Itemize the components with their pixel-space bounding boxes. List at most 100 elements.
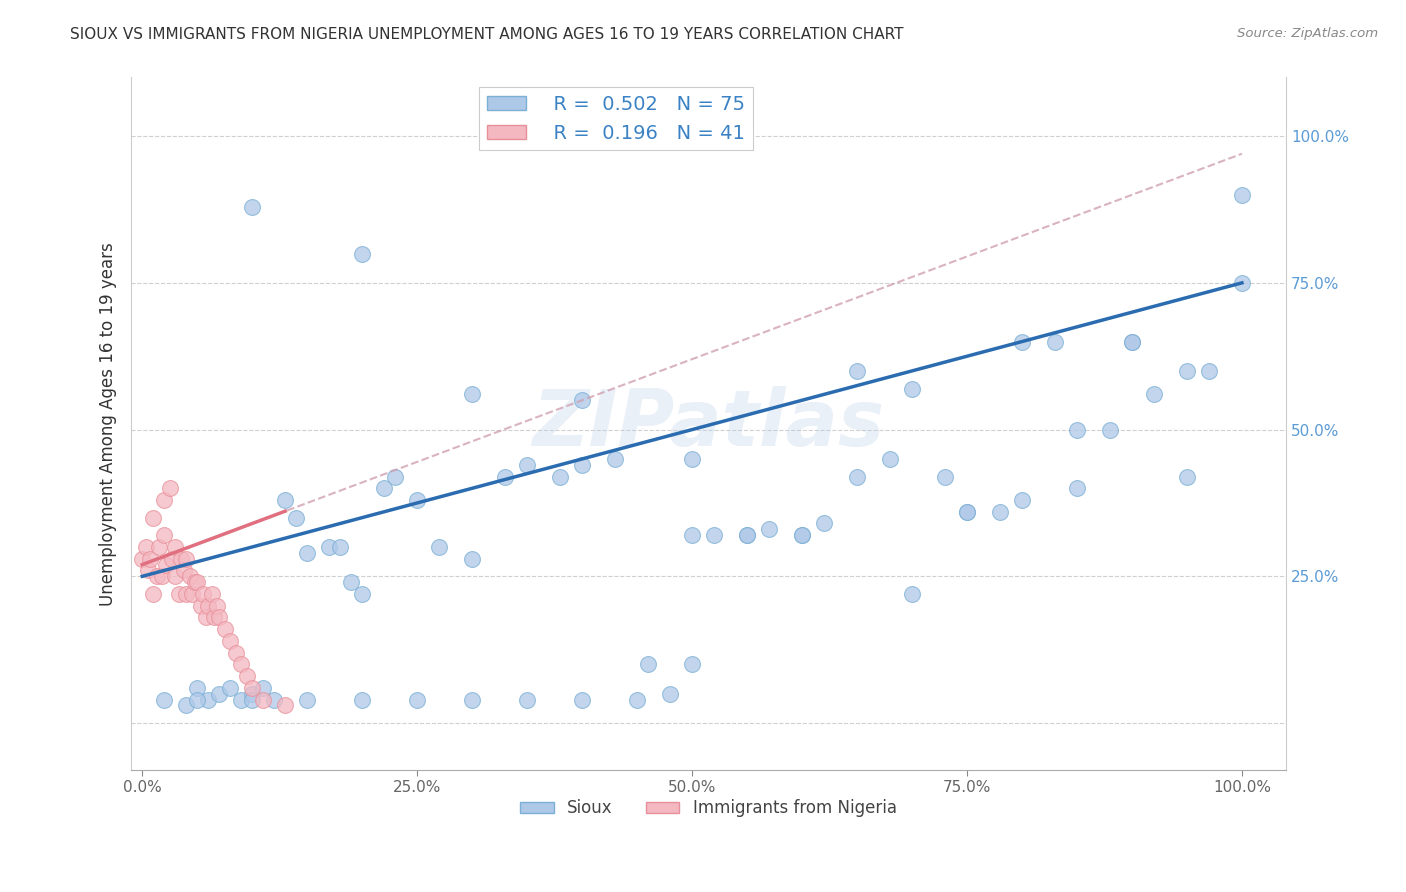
- Point: [214, 622, 236, 636]
- Point: [208, 687, 231, 701]
- Point: [235, 669, 257, 683]
- Point: [1175, 364, 1198, 378]
- Point: [174, 551, 197, 566]
- Point: [681, 451, 703, 466]
- Point: [790, 528, 813, 542]
- Text: Source: ZipAtlas.com: Source: ZipAtlas.com: [1237, 27, 1378, 40]
- Point: [274, 493, 297, 508]
- Legend: Sioux, Immigrants from Nigeria: Sioux, Immigrants from Nigeria: [513, 793, 904, 824]
- Point: [1121, 334, 1143, 349]
- Point: [186, 681, 208, 695]
- Point: [155, 558, 177, 572]
- Point: [846, 364, 869, 378]
- Point: [571, 393, 593, 408]
- Point: [252, 681, 274, 695]
- Point: [329, 540, 352, 554]
- Point: [571, 458, 593, 472]
- Point: [879, 451, 901, 466]
- Point: [295, 692, 318, 706]
- Point: [186, 692, 208, 706]
- Point: [659, 687, 682, 701]
- Point: [231, 692, 253, 706]
- Point: [173, 564, 195, 578]
- Point: [352, 692, 374, 706]
- Point: [703, 528, 725, 542]
- Point: [195, 610, 218, 624]
- Point: [219, 633, 242, 648]
- Point: [318, 540, 340, 554]
- Point: [406, 493, 429, 508]
- Point: [681, 657, 703, 672]
- Point: [461, 551, 484, 566]
- Point: [461, 692, 484, 706]
- Point: [219, 681, 242, 695]
- Point: [179, 569, 201, 583]
- Point: [626, 692, 648, 706]
- Point: [758, 522, 780, 536]
- Point: [205, 599, 228, 613]
- Point: [735, 528, 758, 542]
- Point: [139, 551, 162, 566]
- Point: [225, 646, 247, 660]
- Point: [516, 458, 538, 472]
- Point: [1011, 493, 1033, 508]
- Point: [153, 692, 176, 706]
- Point: [197, 599, 219, 613]
- Point: [142, 587, 165, 601]
- Point: [813, 516, 835, 531]
- Point: [186, 575, 208, 590]
- Point: [240, 200, 263, 214]
- Y-axis label: Unemployment Among Ages 16 to 19 years: Unemployment Among Ages 16 to 19 years: [100, 242, 117, 606]
- Point: [735, 528, 758, 542]
- Point: [170, 551, 193, 566]
- Point: [461, 387, 484, 401]
- Point: [240, 692, 263, 706]
- Point: [1066, 423, 1088, 437]
- Point: [202, 610, 225, 624]
- Point: [340, 575, 363, 590]
- Point: [494, 469, 516, 483]
- Point: [148, 540, 170, 554]
- Point: [846, 469, 869, 483]
- Point: [901, 382, 924, 396]
- Point: [956, 505, 979, 519]
- Point: [167, 587, 190, 601]
- Point: [637, 657, 659, 672]
- Point: [988, 505, 1011, 519]
- Point: [605, 451, 627, 466]
- Point: [180, 587, 202, 601]
- Point: [427, 540, 450, 554]
- Point: [263, 692, 285, 706]
- Point: [1098, 423, 1121, 437]
- Point: [252, 692, 274, 706]
- Point: [174, 698, 197, 713]
- Point: [142, 510, 165, 524]
- Point: [184, 575, 207, 590]
- Point: [681, 528, 703, 542]
- Point: [165, 569, 187, 583]
- Point: [1043, 334, 1066, 349]
- Point: [131, 551, 153, 566]
- Point: [956, 505, 979, 519]
- Point: [516, 692, 538, 706]
- Text: ZIPatlas: ZIPatlas: [533, 385, 884, 462]
- Point: [1230, 276, 1253, 290]
- Point: [231, 657, 253, 672]
- Point: [197, 692, 219, 706]
- Point: [240, 681, 263, 695]
- Point: [174, 587, 197, 601]
- Point: [901, 587, 924, 601]
- Point: [1066, 481, 1088, 495]
- Point: [208, 610, 231, 624]
- Point: [384, 469, 406, 483]
- Point: [285, 510, 308, 524]
- Point: [295, 546, 318, 560]
- Point: [373, 481, 395, 495]
- Point: [406, 692, 429, 706]
- Point: [352, 246, 374, 260]
- Point: [790, 528, 813, 542]
- Point: [150, 569, 173, 583]
- Point: [191, 587, 214, 601]
- Point: [1198, 364, 1220, 378]
- Point: [274, 698, 297, 713]
